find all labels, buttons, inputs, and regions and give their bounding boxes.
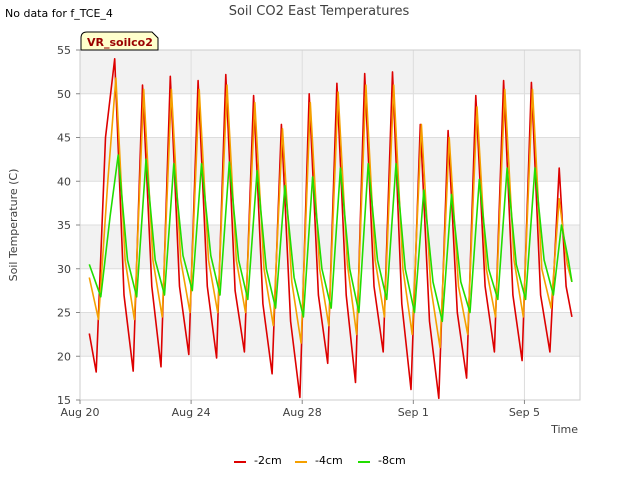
plot-band <box>80 50 580 94</box>
x-tick-label: Aug 24 <box>172 406 211 419</box>
y-tick-label: 35 <box>57 219 71 232</box>
plot-band <box>80 312 580 357</box>
y-tick-label: 45 <box>57 132 71 145</box>
series-line--4cm <box>88 77 573 349</box>
legend-label: -4cm <box>315 454 343 467</box>
chart-title: Soil CO2 East Temperatures <box>229 4 410 19</box>
no-data-note: No data for f_TCE_4 <box>5 7 113 20</box>
y-tick-label: 50 <box>57 88 71 101</box>
series-line--8cm <box>88 154 573 323</box>
y-tick-label: 20 <box>57 350 71 363</box>
x-tick-label: Aug 20 <box>61 406 100 419</box>
legend: -2cm -4cm -8cm <box>234 454 406 467</box>
y-tick-label: 55 <box>57 44 71 57</box>
y-axis-ticks: 15 20 25 30 35 40 45 50 55 <box>57 44 80 407</box>
plot-bands <box>80 50 580 357</box>
y-tick-label: 25 <box>57 307 71 320</box>
y-tick-label: 40 <box>57 175 71 188</box>
series-lines <box>88 58 573 400</box>
x-axis-ticks: Aug 20 Aug 24 Aug 28 Sep 1 Sep 5 <box>61 400 540 419</box>
y-axis-label: Soil Temperature (C) <box>7 169 20 282</box>
y-tick-label: 15 <box>57 394 71 407</box>
x-tick-label: Sep 1 <box>398 406 429 419</box>
y-tick-label: 30 <box>57 263 71 276</box>
x-tick-label: Sep 5 <box>509 406 540 419</box>
plot-band <box>80 137 580 182</box>
legend-label: -2cm <box>254 454 282 467</box>
badge-shape <box>80 31 159 51</box>
legend-label: -8cm <box>378 454 406 467</box>
badge-label: VR_soilco2 <box>87 36 153 49</box>
x-tick-label: Aug 28 <box>283 406 322 419</box>
x-axis-label: Time <box>550 423 578 436</box>
site-badge: VR_soilco2 <box>80 31 159 51</box>
